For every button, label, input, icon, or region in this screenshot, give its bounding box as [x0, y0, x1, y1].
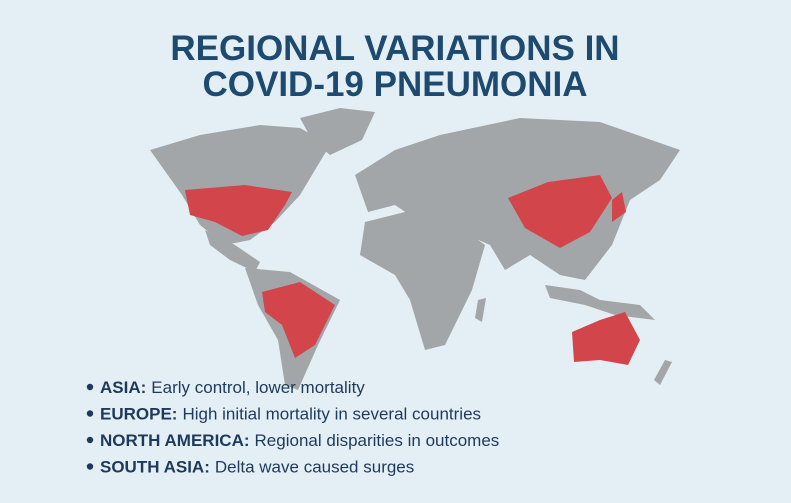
bullet-dot	[86, 410, 94, 417]
bullet-dot	[86, 436, 94, 444]
greenland	[300, 108, 375, 155]
bullet-label: EUROPE:	[100, 405, 177, 424]
bullet-desc: Delta wave caused surges	[215, 458, 414, 477]
bullet-text: SOUTH ASIA: Delta wave caused surges	[100, 458, 414, 477]
madagascar	[475, 298, 486, 322]
bullet-text: ASIA: Early control, lower mortality	[100, 378, 365, 397]
se-asia-islands	[545, 285, 655, 320]
title-line: COVID-19 PNEUMONIA	[202, 65, 587, 104]
bullet-label: SOUTH ASIA:	[100, 458, 210, 477]
bullet-label: NORTH AMERICA:	[100, 431, 250, 450]
bullet-text: NORTH AMERICA: Regional disparities in ou…	[100, 431, 499, 450]
world-map	[150, 108, 680, 390]
bullet-desc: High initial mortality in several countr…	[182, 405, 481, 424]
japan	[612, 192, 626, 222]
africa	[360, 212, 485, 350]
bullet-dot	[86, 463, 94, 470]
new-zealand	[654, 360, 672, 385]
australia	[572, 312, 640, 365]
bullet-desc: Regional disparities in outcomes	[255, 431, 500, 450]
bullet-desc: Early control, lower mortality	[151, 378, 365, 397]
bullet-label: ASIA:	[100, 378, 146, 397]
usa	[185, 185, 292, 236]
bullet-dot	[86, 383, 94, 391]
bullet-text: EUROPE: High initial mortality in several…	[100, 405, 481, 424]
bullet-list: ASIA: Early control, lower mortality EUROP…	[86, 378, 499, 477]
title-line: REGIONAL VARIATIONS IN	[170, 29, 619, 68]
china	[508, 175, 612, 248]
central-america	[205, 230, 260, 272]
brazil	[262, 282, 335, 358]
